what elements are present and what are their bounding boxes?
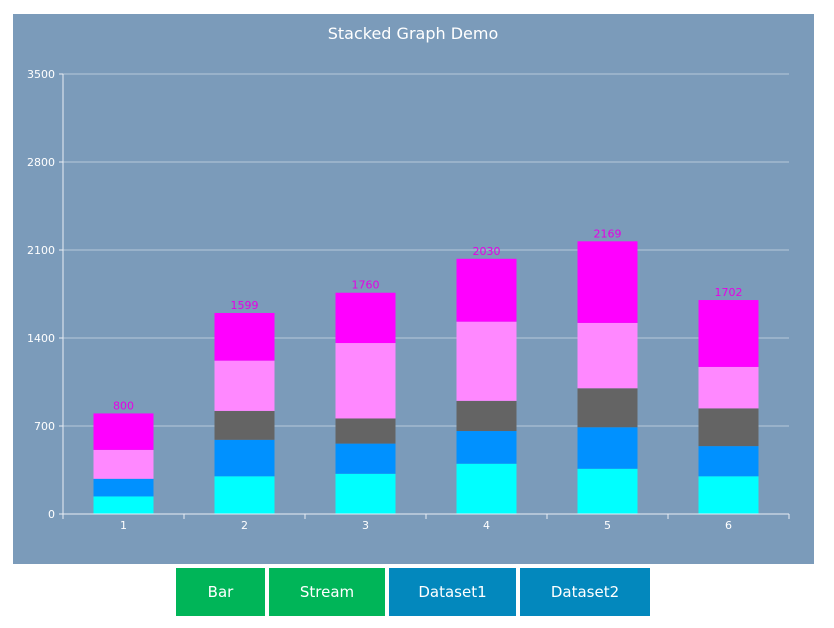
bar-segment-layer4-6 xyxy=(698,366,759,409)
bar-segment-layer1-5 xyxy=(577,468,638,514)
x-tick-label: 4 xyxy=(483,519,490,532)
bar-segment-layer2-3 xyxy=(335,443,396,474)
x-tick-label: 3 xyxy=(362,519,369,532)
y-tick-label: 1400 xyxy=(27,332,55,345)
bar-total-label: 2030 xyxy=(473,245,501,258)
y-tick-label: 0 xyxy=(48,508,55,521)
bar-segment-layer3-3 xyxy=(335,418,396,444)
dataset1-button[interactable]: Dataset1 xyxy=(389,568,516,616)
x-tick-label: 1 xyxy=(120,519,127,532)
bar-segment-layer1-4 xyxy=(456,463,517,514)
bar-total-label: 2169 xyxy=(594,227,622,240)
bar-segment-layer3-2 xyxy=(214,410,275,440)
stacked-bar-chart: Stacked Graph Demo 800159917602030216917… xyxy=(27,24,790,532)
chart-title: Stacked Graph Demo xyxy=(328,24,499,43)
axes-layer: 0 700 1400 2100 2800 3500 1 2 3 4 5 6 xyxy=(27,68,790,532)
bar-button[interactable]: Bar xyxy=(176,568,265,616)
x-tick-label: 6 xyxy=(725,519,732,532)
bar-segment-layer2-1 xyxy=(93,478,154,497)
y-tick-label: 2800 xyxy=(27,156,55,169)
bar-total-label: 1702 xyxy=(715,286,743,299)
y-tick-label: 3500 xyxy=(27,68,55,81)
bar-total-label: 1599 xyxy=(231,299,259,312)
bar-total-label: 800 xyxy=(113,399,134,412)
x-tick-label: 5 xyxy=(604,519,611,532)
bar-segment-layer3-5 xyxy=(577,388,638,428)
y-tick-label: 700 xyxy=(34,420,55,433)
bar-segment-layer3-6 xyxy=(698,408,759,447)
bar-segment-layer2-2 xyxy=(214,439,275,477)
bar-total-label: 1760 xyxy=(352,279,380,292)
bar-segment-layer1-3 xyxy=(335,473,396,514)
bar-segment-layer4-3 xyxy=(335,343,396,419)
bar-segment-layer5-1 xyxy=(93,413,154,450)
bar-segment-layer1-2 xyxy=(214,476,275,514)
bar-segment-layer4-5 xyxy=(577,322,638,389)
y-tick-label: 2100 xyxy=(27,244,55,257)
bar-segment-layer4-2 xyxy=(214,360,275,411)
bar-segment-layer5-6 xyxy=(698,300,759,367)
x-tick-label: 2 xyxy=(241,519,248,532)
bar-segment-layer2-5 xyxy=(577,427,638,469)
stream-button[interactable]: Stream xyxy=(269,568,385,616)
dataset2-button[interactable]: Dataset2 xyxy=(520,568,650,616)
bar-segment-layer5-3 xyxy=(335,292,396,344)
bar-segment-layer5-4 xyxy=(456,258,517,322)
bars-layer xyxy=(93,241,759,514)
chart-panel: Stacked Graph Demo 800 1599 1760 2030 2169 17… xyxy=(13,14,814,564)
bar-segment-layer4-4 xyxy=(456,321,517,401)
bar-segment-layer1-1 xyxy=(93,496,154,514)
bar-segment-layer2-6 xyxy=(698,446,759,477)
grid-layer xyxy=(63,73,789,427)
bar-segment-layer1-6 xyxy=(698,476,759,514)
bar-segment-layer2-4 xyxy=(456,431,517,464)
bar-segment-layer5-5 xyxy=(577,241,638,323)
bar-segment-layer5-2 xyxy=(214,312,275,361)
bar-segment-layer3-4 xyxy=(456,400,517,432)
labels-layer: 800 1599 1760 2030 2169 1702 xyxy=(113,227,743,412)
bar-segment-layer4-1 xyxy=(93,449,154,479)
